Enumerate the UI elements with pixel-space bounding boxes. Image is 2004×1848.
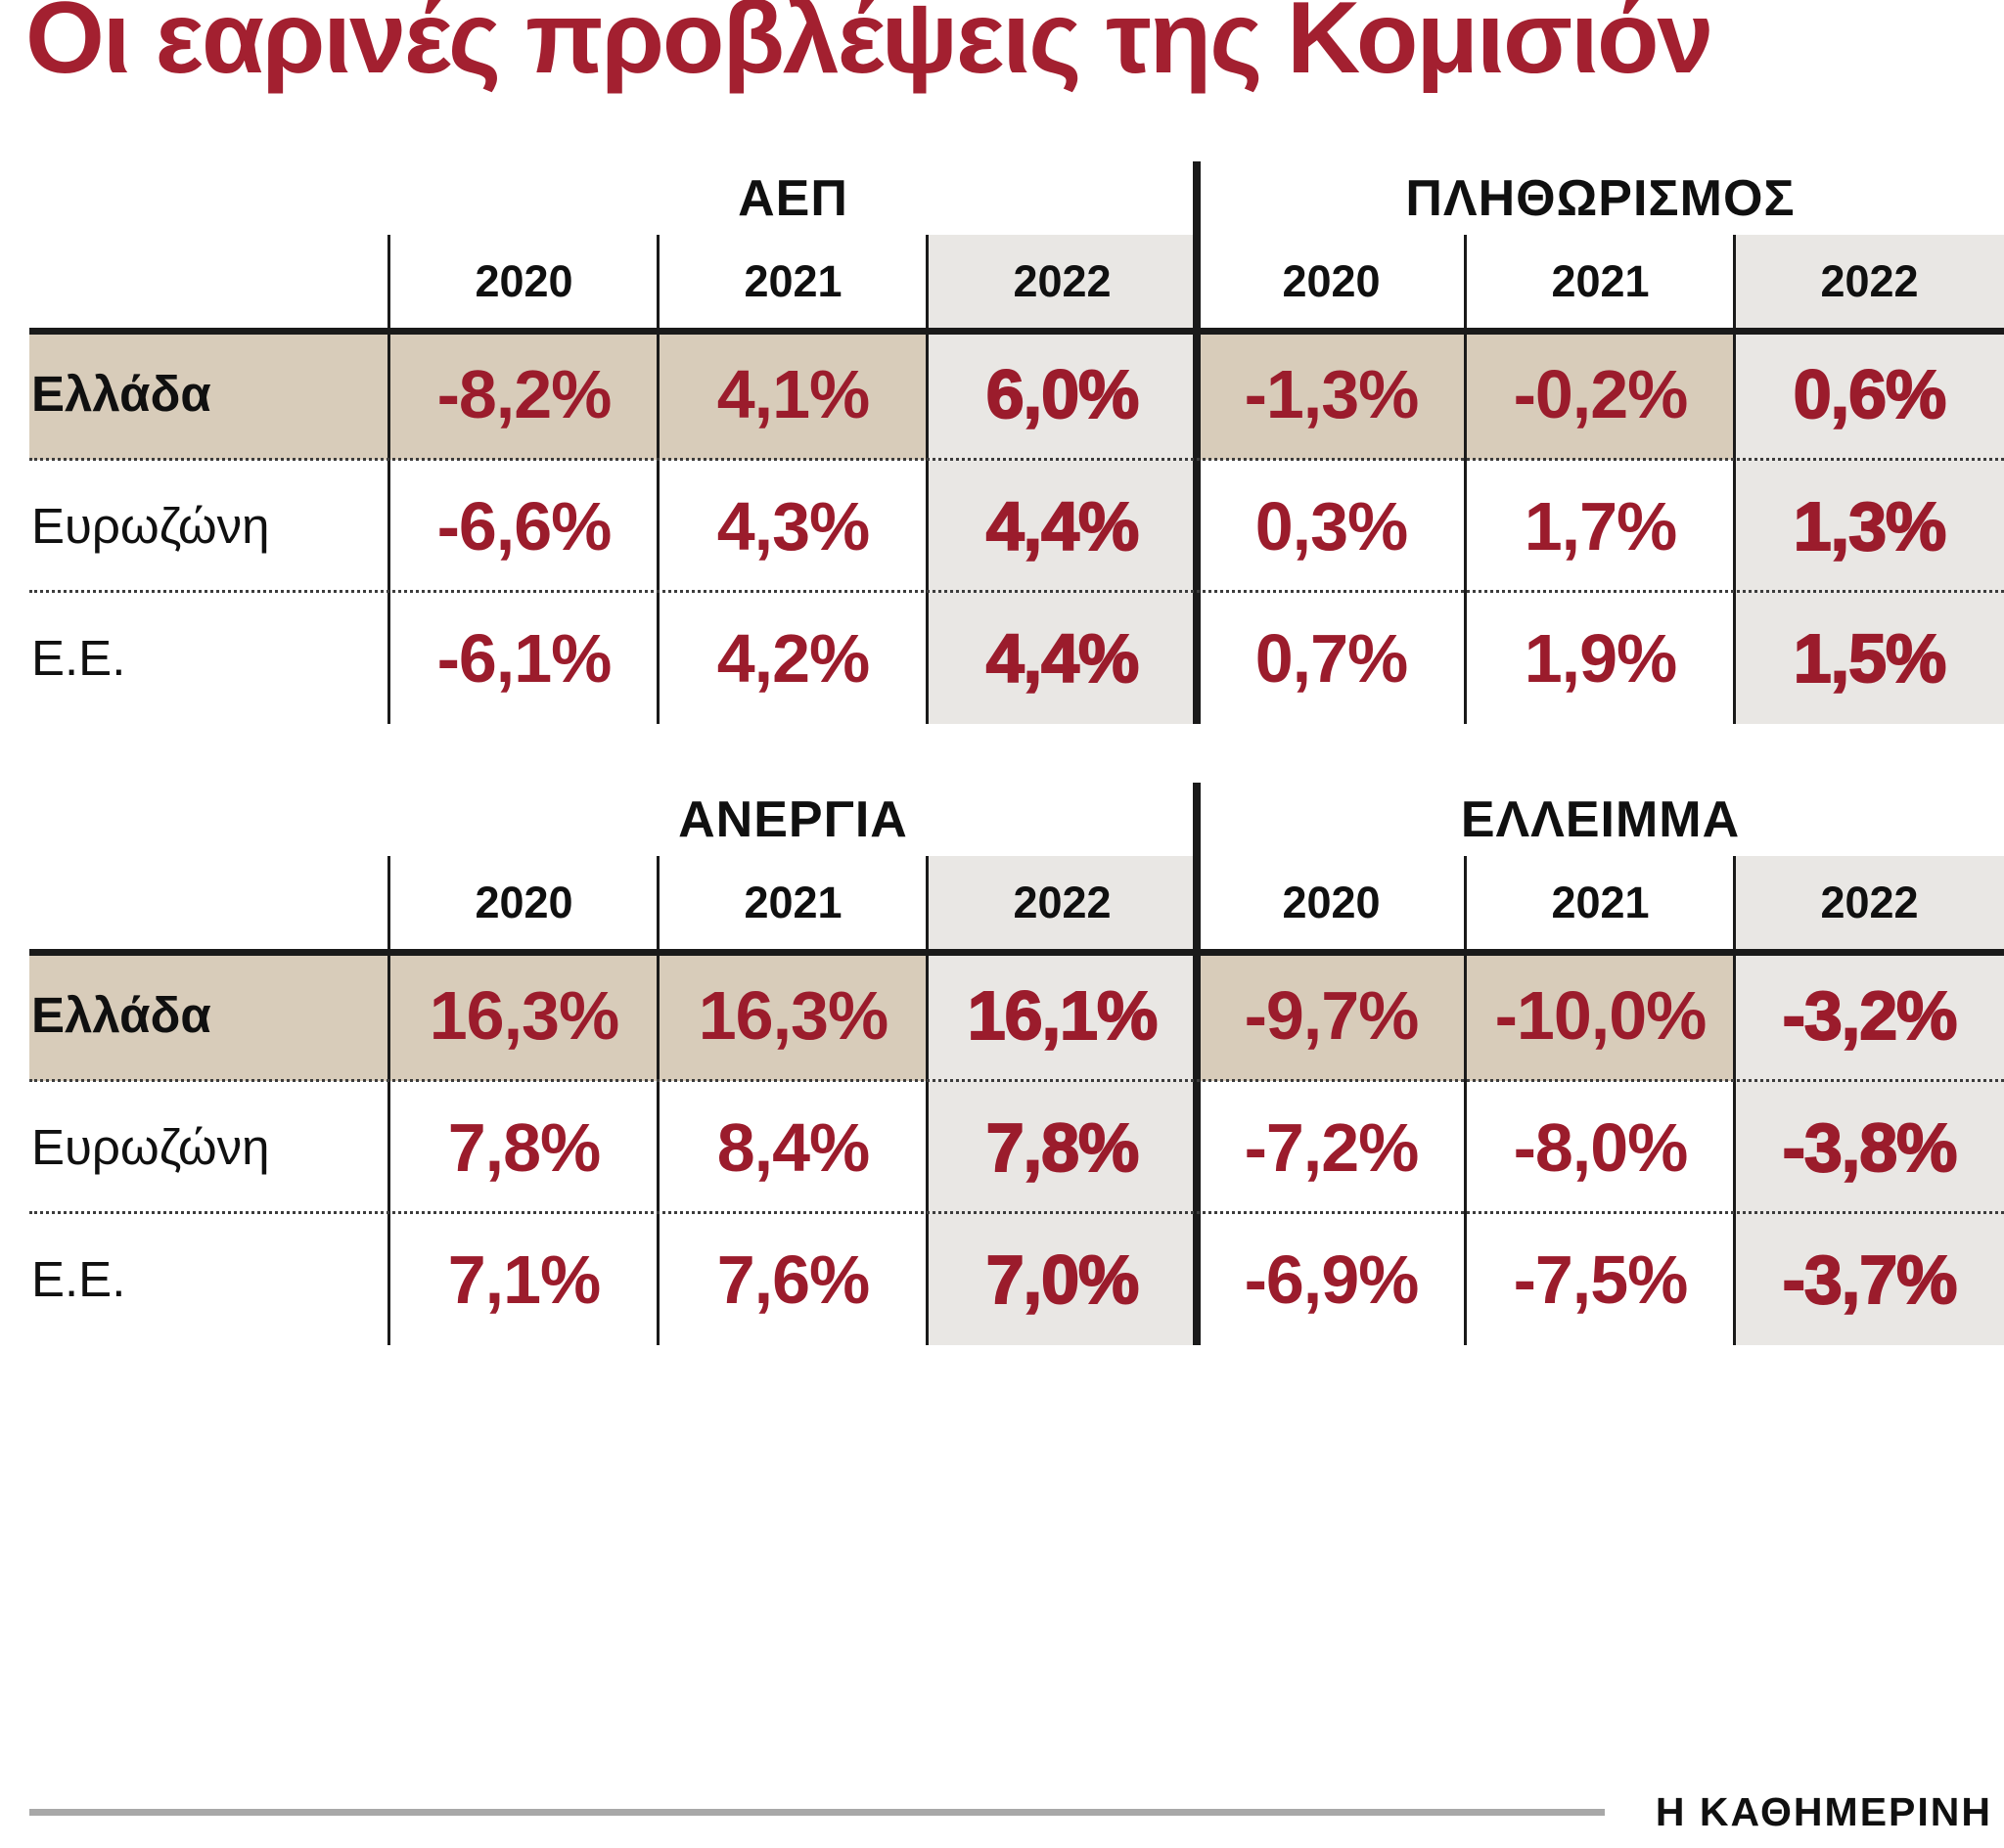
val-gdp-eurozone-2022: 4,4% bbox=[985, 487, 1141, 565]
val-unemployment-eu-2022: 7,0% bbox=[985, 1240, 1141, 1319]
table-section-gdp-inflation: ΑΕΠ ΠΛΗΘΩΡΙΣΜΟΣ 2020 2021 2022 2020 2021… bbox=[29, 161, 2004, 724]
year-header-unemployment-2021: 2021 bbox=[744, 877, 843, 927]
greece-row-highlight-left bbox=[29, 335, 928, 460]
val-inflation-greece-2021: -0,2% bbox=[1513, 355, 1689, 432]
row-label-eurozone: Ευρωζώνη bbox=[31, 1119, 270, 1175]
column-rule bbox=[1464, 235, 1467, 724]
year-header-unemployment-2020: 2020 bbox=[475, 877, 573, 927]
greece-row-highlight-left bbox=[29, 956, 928, 1081]
column-rule bbox=[1733, 856, 1736, 1345]
val-deficit-eu-2022: -3,7% bbox=[1782, 1240, 1959, 1319]
year-header-inflation-2021: 2021 bbox=[1551, 255, 1650, 306]
val-gdp-eu-2021: 4,2% bbox=[716, 619, 871, 697]
val-inflation-greece-2020: -1,3% bbox=[1244, 355, 1420, 432]
val-unemployment-eu-2021: 7,6% bbox=[716, 1240, 871, 1318]
row-label-greece: Ελλάδα bbox=[31, 987, 211, 1043]
row-label-eu: Ε.Ε. bbox=[31, 1251, 126, 1307]
val-deficit-greece-2020: -9,7% bbox=[1244, 976, 1420, 1054]
val-deficit-eurozone-2022: -3,8% bbox=[1782, 1108, 1959, 1187]
val-gdp-eu-2020: -6,1% bbox=[436, 619, 613, 697]
year-header-gdp-2021: 2021 bbox=[744, 255, 843, 306]
val-deficit-eurozone-2020: -7,2% bbox=[1244, 1108, 1420, 1186]
row-separator bbox=[29, 1079, 2004, 1082]
year-header-unemployment-2022: 2022 bbox=[1013, 877, 1112, 927]
year-header-gdp-2020: 2020 bbox=[475, 255, 573, 306]
page-title: Οι εαρινές προβλέψεις της Κομισιόν bbox=[25, 0, 1713, 95]
row-separator bbox=[29, 590, 2004, 593]
footer-rule bbox=[29, 1809, 1605, 1816]
val-gdp-greece-2020: -8,2% bbox=[436, 355, 613, 432]
column-rule bbox=[657, 856, 660, 1345]
year-header-deficit-2020: 2020 bbox=[1282, 877, 1381, 927]
column-rule bbox=[1464, 856, 1467, 1345]
section-divider bbox=[1193, 783, 1201, 1345]
val-gdp-eurozone-2020: -6,6% bbox=[436, 487, 613, 564]
val-unemployment-eurozone-2022: 7,8% bbox=[985, 1108, 1141, 1187]
val-gdp-eurozone-2021: 4,3% bbox=[716, 487, 871, 564]
source-credit: Η ΚΑΘΗΜΕΡΙΝΗ bbox=[1655, 1789, 1992, 1834]
val-inflation-greece-2022: 0,6% bbox=[1793, 355, 1948, 433]
val-unemployment-greece-2021: 16,3% bbox=[698, 976, 888, 1054]
val-deficit-eurozone-2021: -8,0% bbox=[1513, 1108, 1689, 1186]
column-rule bbox=[387, 856, 390, 1345]
section-divider bbox=[1193, 161, 1201, 724]
val-unemployment-eu-2020: 7,1% bbox=[447, 1240, 602, 1318]
header-rule bbox=[29, 328, 2004, 335]
val-inflation-eurozone-2022: 1,3% bbox=[1793, 487, 1948, 565]
val-inflation-eu-2022: 1,5% bbox=[1793, 619, 1948, 698]
header-rule bbox=[29, 949, 2004, 956]
section-title-gdp: ΑΕΠ bbox=[738, 169, 848, 227]
table-section-unemployment-deficit: ΑΝΕΡΓΙΑ ΕΛΛΕΙΜΜΑ 2020 2021 2022 2020 202… bbox=[29, 783, 2004, 1345]
val-unemployment-eurozone-2020: 7,8% bbox=[447, 1108, 602, 1186]
column-rule bbox=[387, 235, 390, 724]
val-inflation-eurozone-2020: 0,3% bbox=[1254, 487, 1409, 564]
table-grid: ΑΝΕΡΓΙΑ ΕΛΛΕΙΜΜΑ 2020 2021 2022 2020 202… bbox=[29, 783, 2004, 1345]
val-unemployment-greece-2022: 16,1% bbox=[967, 976, 1159, 1055]
table-grid: ΑΕΠ ΠΛΗΘΩΡΙΣΜΟΣ 2020 2021 2022 2020 2021… bbox=[29, 161, 2004, 724]
val-gdp-greece-2021: 4,1% bbox=[716, 355, 871, 432]
column-rule bbox=[657, 235, 660, 724]
year-header-inflation-2022: 2022 bbox=[1820, 255, 1919, 306]
year-header-deficit-2021: 2021 bbox=[1551, 877, 1650, 927]
section-title-unemployment: ΑΝΕΡΓΙΑ bbox=[678, 790, 908, 848]
row-separator bbox=[29, 458, 2004, 461]
highlight-2022-column-unemployment bbox=[928, 856, 1197, 1345]
highlight-2022-column-inflation bbox=[1735, 235, 2004, 724]
val-deficit-greece-2022: -3,2% bbox=[1782, 976, 1959, 1055]
val-deficit-eu-2020: -6,9% bbox=[1244, 1240, 1420, 1318]
row-separator bbox=[29, 1211, 2004, 1214]
column-rule bbox=[1733, 235, 1736, 724]
val-unemployment-greece-2020: 16,3% bbox=[429, 976, 619, 1054]
section-title-deficit: ΕΛΛΕΙΜΜΑ bbox=[1460, 790, 1741, 848]
val-inflation-eurozone-2021: 1,7% bbox=[1524, 487, 1678, 564]
column-rule bbox=[926, 856, 929, 1345]
row-label-eurozone: Ευρωζώνη bbox=[31, 498, 270, 554]
val-gdp-eu-2022: 4,4% bbox=[985, 619, 1141, 698]
val-deficit-greece-2021: -10,0% bbox=[1494, 976, 1708, 1054]
row-label-greece: Ελλάδα bbox=[31, 366, 211, 422]
year-header-deficit-2022: 2022 bbox=[1820, 877, 1919, 927]
val-deficit-eu-2021: -7,5% bbox=[1513, 1240, 1689, 1318]
year-header-inflation-2020: 2020 bbox=[1282, 255, 1381, 306]
column-rule bbox=[926, 235, 929, 724]
year-header-gdp-2022: 2022 bbox=[1013, 255, 1112, 306]
val-inflation-eu-2020: 0,7% bbox=[1254, 619, 1409, 697]
highlight-2022-column-deficit bbox=[1735, 856, 2004, 1345]
highlight-2022-column-gdp bbox=[928, 235, 1197, 724]
section-title-inflation: ΠΛΗΘΩΡΙΣΜΟΣ bbox=[1405, 169, 1796, 227]
val-unemployment-eurozone-2021: 8,4% bbox=[716, 1108, 871, 1186]
val-gdp-greece-2022: 6,0% bbox=[985, 355, 1141, 433]
row-label-eu: Ε.Ε. bbox=[31, 630, 126, 686]
val-inflation-eu-2021: 1,9% bbox=[1524, 619, 1678, 697]
